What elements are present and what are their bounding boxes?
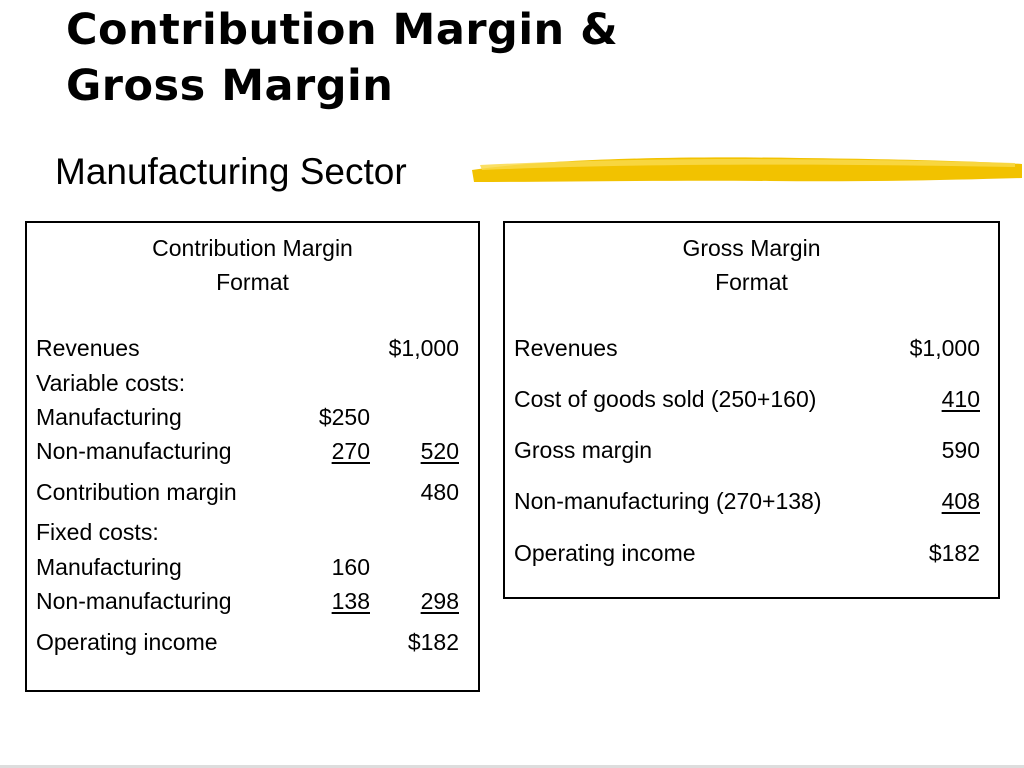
gm-operating-income-total: $182 (928, 540, 980, 566)
gm-operating-income-row: Operating income $182 (505, 536, 998, 570)
cm-var-manufacturing-row: Manufacturing $250 (27, 400, 478, 434)
cm-contribution-margin-row: Contribution margin 480 (27, 475, 478, 509)
cm-revenues-total: $1,000 (388, 335, 459, 361)
cm-revenues-row: Revenues $1,000 (27, 331, 478, 365)
cm-var-manufacturing-amount: $250 (318, 404, 370, 430)
gm-heading-line-2: Format (715, 269, 788, 295)
cm-fixed-manufacturing-label: Manufacturing (36, 554, 182, 580)
contribution-margin-panel: Contribution Margin Format Revenues $1,0… (25, 221, 480, 692)
bottom-divider (0, 765, 1024, 768)
gross-margin-panel: Gross Margin Format Revenues $1,000 Cost… (503, 221, 1000, 599)
gm-heading-line-1: Gross Margin (682, 235, 821, 261)
cm-var-manufacturing-label: Manufacturing (36, 404, 182, 430)
cm-variable-costs-row: Variable costs: (27, 366, 478, 400)
gm-cogs-row: Cost of goods sold (250+160) 410 (505, 382, 998, 416)
slide-title-line-1: Contribution Margin & (66, 5, 619, 55)
cm-var-nonmanufacturing-row: Non-manufacturing 270 520 (27, 434, 478, 468)
gm-operating-income-label: Operating income (514, 540, 696, 566)
cm-heading-line-2: Format (216, 269, 289, 295)
gm-revenues-total: $1,000 (909, 335, 980, 361)
slide-title: Contribution Margin & Gross Margin (66, 2, 618, 114)
cm-revenues-label: Revenues (36, 335, 140, 361)
cm-fixed-manufacturing-amount: 160 (331, 554, 370, 580)
slide-title-line-2: Gross Margin (66, 61, 394, 111)
cm-var-nonmanufacturing-total: 520 (420, 438, 459, 464)
gm-revenues-label: Revenues (514, 335, 618, 361)
cm-fixed-nonmanufacturing-total: 298 (420, 588, 459, 614)
cm-var-nonmanufacturing-label: Non-manufacturing (36, 438, 232, 464)
cm-contribution-margin-label: Contribution margin (36, 479, 237, 505)
cm-contribution-margin-total: 480 (420, 479, 459, 505)
cm-fixed-nonmanufacturing-amount: 138 (331, 588, 370, 614)
gm-cogs-label: Cost of goods sold (250+160) (514, 386, 817, 412)
gm-gross-margin-total: 590 (941, 437, 980, 463)
yellow-highlight-stroke (472, 157, 1022, 182)
gm-revenues-row: Revenues $1,000 (505, 331, 998, 365)
cm-fixed-nonmanufacturing-row: Non-manufacturing 138 298 (27, 584, 478, 618)
gm-nonmanufacturing-row: Non-manufacturing (270+138) 408 (505, 484, 998, 518)
cm-var-nonmanufacturing-amount: 270 (331, 438, 370, 464)
gm-cogs-total: 410 (941, 386, 980, 412)
cm-fixed-manufacturing-row: Manufacturing 160 (27, 550, 478, 584)
gm-nonmanufacturing-label: Non-manufacturing (270+138) (514, 488, 822, 514)
gm-gross-margin-label: Gross margin (514, 437, 653, 463)
cm-variable-costs-label: Variable costs: (36, 370, 186, 396)
cm-fixed-costs-label: Fixed costs: (36, 519, 159, 545)
gm-nonmanufacturing-total: 408 (941, 488, 980, 514)
cm-operating-income-total: $182 (407, 629, 459, 655)
slide-subtitle: Manufacturing Sector (55, 151, 407, 192)
cm-operating-income-label: Operating income (36, 629, 218, 655)
cm-operating-income-row: Operating income $182 (27, 625, 478, 659)
cm-fixed-nonmanufacturing-label: Non-manufacturing (36, 588, 232, 614)
cm-heading-line-1: Contribution Margin (152, 235, 353, 261)
gm-gross-margin-row: Gross margin 590 (505, 433, 998, 467)
cm-fixed-costs-row: Fixed costs: (27, 515, 478, 549)
